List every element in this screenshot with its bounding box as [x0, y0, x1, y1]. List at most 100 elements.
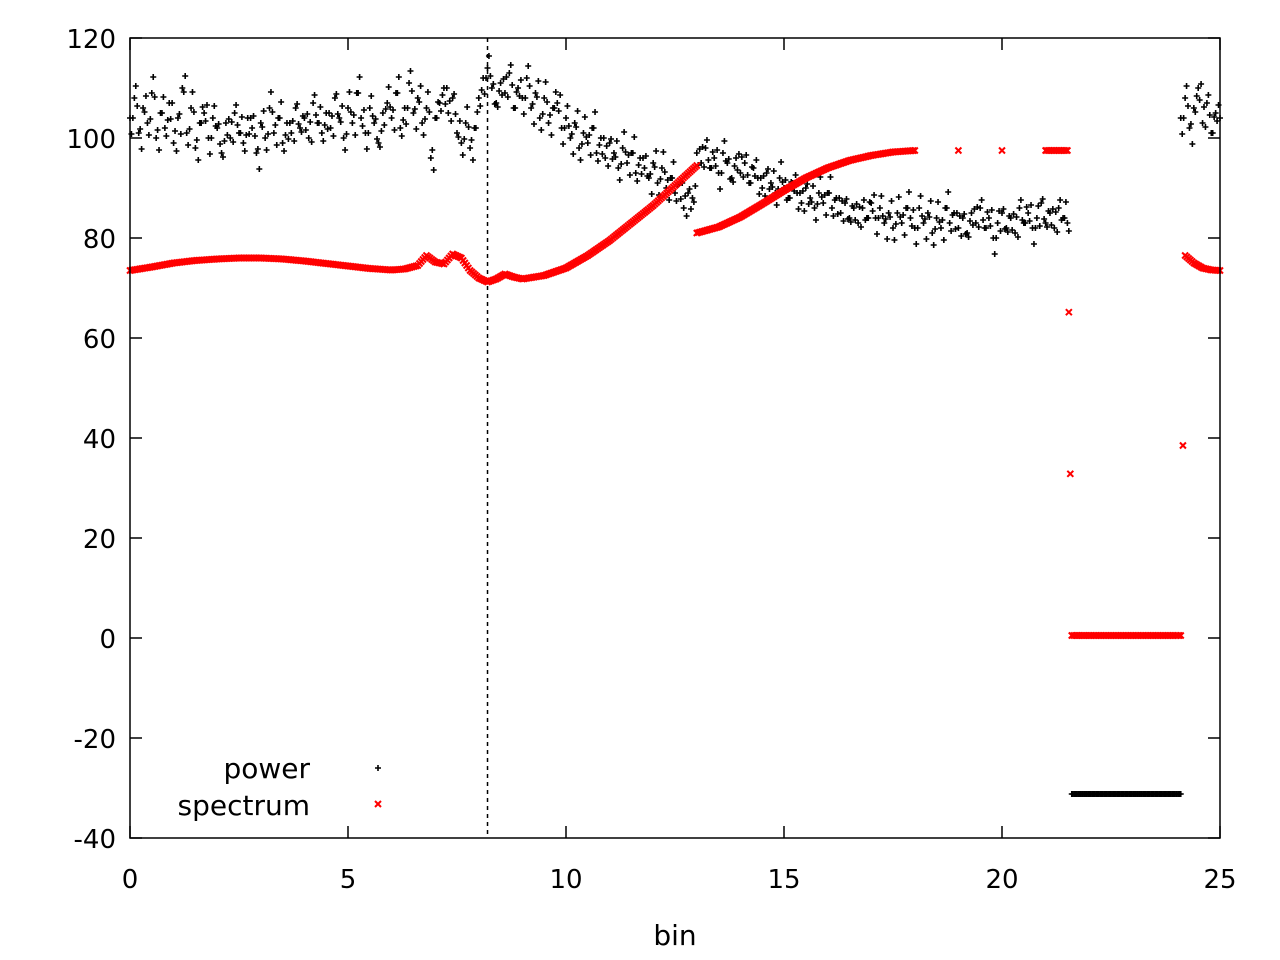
power-point: [1064, 220, 1071, 226]
power-point: [251, 133, 258, 139]
power-point: [1212, 110, 1219, 116]
power-point: [987, 223, 994, 229]
spectrum-point: [1066, 470, 1075, 478]
power-point: [853, 201, 860, 207]
power-point: [209, 115, 216, 121]
power-point: [230, 139, 237, 145]
power-point: [949, 212, 956, 218]
power-point: [921, 216, 928, 222]
power-point: [991, 251, 998, 257]
power-point: [374, 136, 381, 142]
power-point: [661, 169, 668, 175]
power-point: [333, 91, 340, 97]
power-point: [260, 108, 267, 114]
power-point: [552, 89, 559, 95]
power-point: [1052, 209, 1059, 215]
power-point: [1203, 100, 1210, 106]
power-point: [718, 170, 725, 176]
power-point: [871, 192, 878, 198]
power-point: [134, 103, 141, 109]
power-point: [1055, 205, 1062, 211]
power-point: [494, 104, 501, 110]
spectrum-point: [909, 146, 917, 155]
power-point: [901, 232, 908, 238]
power-point: [586, 132, 593, 138]
power-point: [206, 151, 213, 157]
power-point: [763, 170, 770, 176]
power-point: [753, 157, 760, 163]
power-point: [878, 193, 885, 199]
power-point: [523, 75, 530, 81]
power-point: [449, 95, 456, 101]
power-point: [828, 205, 835, 211]
power-point: [622, 149, 629, 155]
power-point: [580, 130, 587, 136]
power-point: [849, 203, 856, 209]
power-point: [1036, 223, 1043, 229]
power-point: [403, 121, 410, 127]
power-point: [516, 93, 523, 99]
power-point: [546, 112, 553, 118]
power-point: [881, 220, 888, 226]
power-point: [430, 167, 437, 173]
power-point: [1179, 131, 1186, 137]
power-point: [250, 113, 257, 119]
power-point: [388, 115, 395, 121]
power-point: [435, 99, 442, 105]
power-point: [190, 109, 197, 115]
power-point: [299, 113, 306, 119]
power-point: [632, 170, 639, 176]
power-point: [859, 205, 866, 211]
power-point: [879, 213, 886, 219]
power-point: [1187, 121, 1194, 127]
power-point: [517, 77, 524, 83]
power-point: [477, 103, 484, 109]
power-point: [234, 122, 241, 128]
series-extra-2: [1068, 791, 1184, 797]
power-point: [905, 189, 912, 195]
power-point: [577, 157, 584, 163]
power-point: [406, 80, 413, 86]
power-point: [387, 104, 394, 110]
power-point: [437, 108, 444, 114]
power-point: [320, 138, 327, 144]
power-point: [413, 126, 420, 132]
power-point: [201, 110, 208, 116]
power-point: [257, 120, 264, 126]
power-point: [419, 120, 426, 126]
power-point: [555, 108, 562, 114]
power-point: [138, 146, 145, 152]
power-point: [1051, 225, 1058, 231]
power-point: [1062, 199, 1069, 205]
power-point: [914, 225, 921, 231]
power-point: [1189, 141, 1196, 147]
power-point: [919, 213, 926, 219]
power-point: [211, 103, 218, 109]
power-point: [629, 150, 636, 156]
power-point: [420, 132, 427, 138]
power-point: [773, 202, 780, 208]
power-point: [702, 145, 709, 151]
power-point: [398, 133, 405, 139]
power-point: [1009, 227, 1016, 233]
power-point: [218, 150, 225, 156]
power-point: [180, 89, 187, 95]
power-point: [1182, 95, 1189, 101]
power-point: [670, 159, 677, 165]
power-point: [497, 80, 504, 86]
power-point: [456, 118, 463, 124]
power-point: [533, 94, 540, 100]
power-point: [142, 93, 149, 99]
power-point: [634, 178, 641, 184]
power-point: [926, 214, 933, 220]
power-point: [395, 74, 402, 80]
power-point: [888, 198, 895, 204]
power-point: [391, 127, 398, 133]
power-point: [737, 170, 744, 176]
power-point: [869, 208, 876, 214]
power-point: [711, 155, 718, 161]
power-point: [359, 123, 366, 129]
power-point: [467, 145, 474, 151]
power-point: [587, 152, 594, 158]
power-point: [400, 117, 407, 123]
